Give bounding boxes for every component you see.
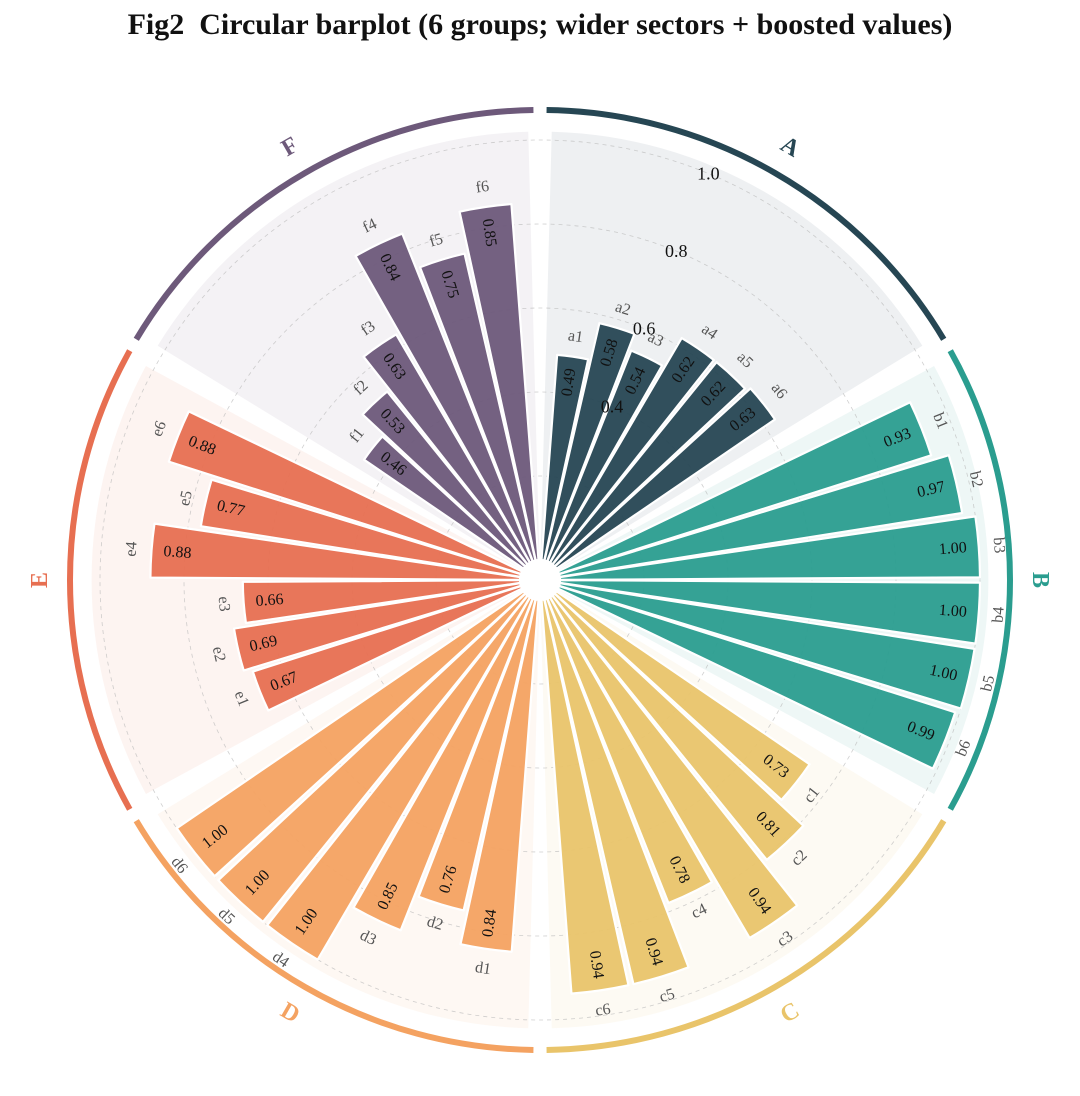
group-label-c: C (776, 997, 804, 1028)
category-label-c4: c4 (689, 900, 710, 922)
group-label-b: B (1027, 572, 1053, 588)
value-label-c6: 0.94 (586, 950, 607, 980)
category-label-b3: b3 (990, 537, 1008, 554)
value-label-a1: 0.49 (559, 367, 580, 397)
group-ring-a (546, 107, 947, 341)
value-label-e2: 0.69 (248, 632, 279, 655)
group-label-d: D (276, 997, 304, 1028)
group-rings: A B C D E F (27, 107, 1053, 1053)
radial-tick-label-0.4: 0.4 (601, 396, 624, 416)
category-label-e1: e1 (231, 689, 252, 709)
category-label-b5: b5 (978, 674, 998, 693)
group-label-f: F (277, 132, 303, 162)
category-label-d2: d2 (425, 913, 445, 934)
group-label-a: A (776, 131, 805, 163)
group-ring-c (546, 819, 947, 1053)
group-label-e: E (27, 572, 53, 588)
radial-tick-labels: 0.4 0.6 0.8 1.0 (601, 163, 720, 416)
radial-tick-label-1.0: 1.0 (697, 163, 720, 183)
category-label-e6: e6 (149, 419, 170, 439)
grid-circle (183, 223, 897, 937)
value-label-b4: 1.00 (938, 602, 967, 621)
radial-grid (99, 139, 981, 1021)
value-label-b5: 1.00 (928, 662, 959, 685)
category-label-e4: e4 (123, 541, 141, 557)
center-hole (520, 560, 560, 600)
grid-circle (351, 391, 729, 769)
category-label-a2: a2 (613, 298, 632, 319)
radial-tick-label-0.8: 0.8 (665, 241, 688, 261)
category-label-b6: b6 (953, 738, 975, 759)
grid-circle (267, 307, 813, 853)
value-label-e5: 0.77 (215, 497, 246, 520)
value-label-e4: 0.88 (163, 543, 192, 562)
value-label-f6: 0.85 (479, 218, 500, 248)
category-label-f6: f6 (475, 178, 491, 197)
category-label-c5: c5 (657, 985, 676, 1006)
group-ring-b (947, 349, 1013, 811)
category-label-f5: f5 (427, 230, 445, 250)
category-label-e3: e3 (215, 596, 233, 612)
category-label-c6: c6 (594, 1001, 611, 1020)
group-ring-f (133, 107, 534, 341)
grid-circle (99, 139, 981, 1021)
sector-bg-e (91, 366, 521, 794)
bars (149, 202, 982, 995)
group-ring-d (133, 819, 534, 1053)
category-label-d3: d3 (357, 927, 379, 949)
chart-title: Fig2 Circular barplot (6 groups; wider s… (127, 8, 953, 41)
value-label-b3: 1.00 (938, 539, 967, 558)
sector-bg-b (559, 366, 989, 794)
category-label-a3: a3 (645, 329, 666, 351)
category-label-d1: d1 (474, 959, 492, 978)
value-label-d1: 0.84 (479, 908, 500, 938)
category-label-b4: b4 (990, 606, 1008, 623)
radial-tick-label-0.6: 0.6 (633, 319, 656, 339)
category-label-e5: e5 (176, 489, 196, 508)
value-label-b2: 0.97 (916, 478, 947, 501)
category-label-b2: b2 (966, 470, 986, 489)
category-label-f4: f4 (360, 215, 379, 236)
group-ring-e (67, 349, 133, 811)
category-label-b1: b1 (929, 410, 951, 431)
category-label-e2: e2 (209, 645, 229, 664)
category-label-a1: a1 (567, 327, 584, 346)
value-label-e3: 0.66 (255, 591, 284, 610)
